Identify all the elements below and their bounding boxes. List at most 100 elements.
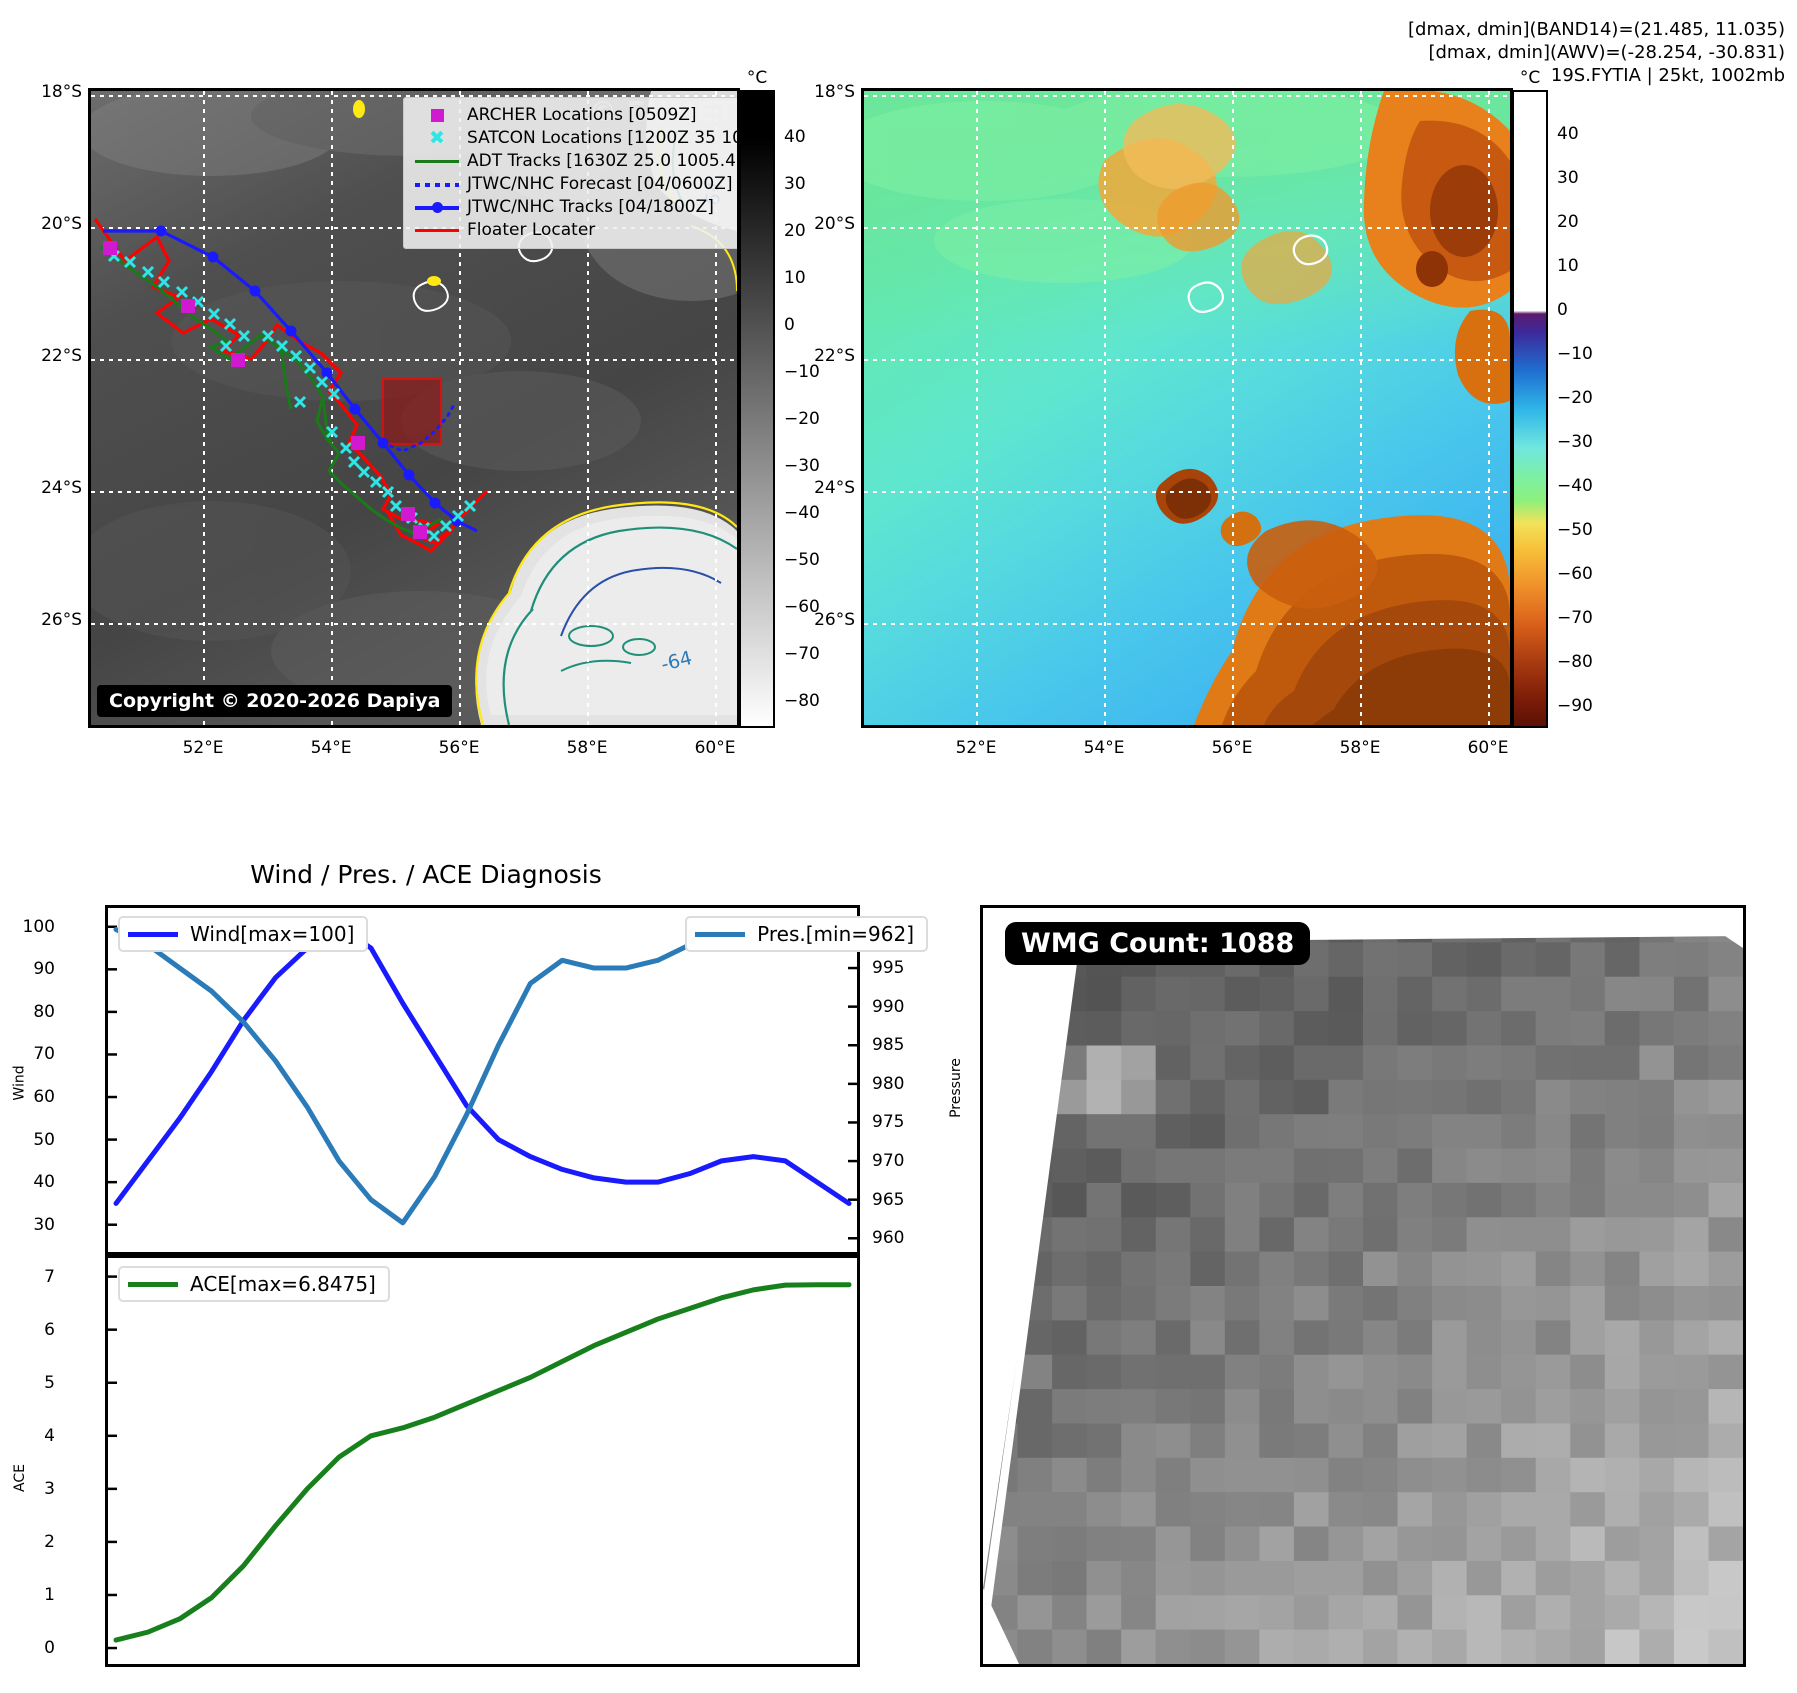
legend-row-adt: ADT Tracks [1630Z 25.0 1005.4] xyxy=(411,150,740,173)
wind-axis-label: Wind xyxy=(11,1065,28,1101)
wmg-panel[interactable]: WMG Count: 1088 xyxy=(980,905,1746,1667)
meta-awv: [dmax, dmin](AWV)=(-28.254, -30.831) xyxy=(1428,42,1785,63)
legend-row-forecast: JTWC/NHC Forecast [04/0600Z] xyxy=(411,173,737,196)
series-pressure xyxy=(113,926,852,1226)
ace-plot xyxy=(108,1275,852,1650)
pressure-legend-label: Pres.[min=962] xyxy=(757,922,914,946)
awv-lat-tick: 24°S xyxy=(814,478,855,498)
ir-colorbar-tick: 20 xyxy=(784,221,806,241)
ir-colorbar xyxy=(739,90,775,728)
ace-tick-label: 0 xyxy=(44,1638,55,1659)
forecast-dotted-icon xyxy=(411,182,463,187)
pressure-tick-label: 995 xyxy=(872,958,905,979)
diagnosis-title: Wind / Pres. / ACE Diagnosis xyxy=(250,860,602,889)
legend-label: ARCHER Locations [0509Z] xyxy=(467,105,697,125)
wind-tick-label: 40 xyxy=(33,1172,55,1193)
wind-tick-label: 100 xyxy=(22,916,55,937)
gridline xyxy=(864,359,1510,361)
legend-label: JTWC/NHC Forecast [04/0600Z] xyxy=(467,174,733,194)
gridline xyxy=(864,95,1510,97)
gridline xyxy=(91,623,737,625)
wind-tick-label: 70 xyxy=(33,1044,55,1065)
pressure-legend: Pres.[min=962] xyxy=(685,916,928,952)
ir-lat-tick: 18°S xyxy=(41,82,82,102)
pressure-tick-label: 960 xyxy=(872,1228,905,1249)
awv-colorbar-unit: °C xyxy=(1519,68,1541,88)
awv-lat-tick: 22°S xyxy=(814,346,855,366)
ir-lon-tick: 60°E xyxy=(694,738,736,758)
wmg-imagery xyxy=(983,908,1743,1664)
wind-legend-swatch xyxy=(128,931,178,937)
gridline xyxy=(864,491,1510,493)
copyright-badge: Copyright © 2020-2026 Dapiya xyxy=(97,685,453,717)
gridline xyxy=(1232,91,1234,725)
wind-legend-label: Wind[max=100] xyxy=(190,922,355,946)
ir-lon-tick: 54°E xyxy=(310,738,352,758)
wind-tick-label: 50 xyxy=(33,1129,55,1150)
awv-map[interactable] xyxy=(861,88,1513,728)
ace-chart[interactable] xyxy=(105,1255,860,1667)
wind-pressure-chart[interactable] xyxy=(105,905,860,1255)
gridline xyxy=(1488,91,1490,725)
metadata-block: [dmax, dmin](BAND14)=(21.485, 11.035) [d… xyxy=(1408,18,1785,87)
gridline xyxy=(715,91,717,725)
ir-colorbar-tick: −70 xyxy=(784,644,820,664)
series-wind xyxy=(113,924,852,1206)
awv-colorbar-tick: 20 xyxy=(1557,212,1579,232)
awv-colorbar-tick: −80 xyxy=(1557,652,1593,672)
ir-floater-map[interactable]: -64 -64 © EUMETSAT 2026 xyxy=(88,88,740,728)
jtwc-forecast xyxy=(381,401,457,453)
legend-label: ADT Tracks [1630Z 25.0 1005.4] xyxy=(467,151,740,171)
adt-line-icon xyxy=(411,160,463,163)
ir-colorbar-tick: 40 xyxy=(784,127,806,147)
ir-lon-tick: 52°E xyxy=(182,738,224,758)
ace-tick-label: 4 xyxy=(44,1425,55,1446)
ir-colorbar-unit: °C xyxy=(746,68,768,88)
awv-colorbar-tick: −60 xyxy=(1557,564,1593,584)
pressure-tick-label: 965 xyxy=(872,1189,905,1210)
ir-colorbar-tick: −40 xyxy=(784,503,820,523)
wind-pressure-plot xyxy=(108,924,857,1240)
gridline xyxy=(91,491,737,493)
gridline xyxy=(91,95,737,97)
ir-lat-tick: 24°S xyxy=(41,478,82,498)
legend-row-floater: Floater Locater xyxy=(411,219,737,242)
ir-lon-tick: 58°E xyxy=(566,738,608,758)
ace-legend-label: ACE[max=6.8475] xyxy=(190,1272,376,1296)
gridline xyxy=(203,91,205,725)
ir-colorbar-tick: 10 xyxy=(784,268,806,288)
awv-lon-tick: 60°E xyxy=(1467,738,1509,758)
ir-lat-tick: 20°S xyxy=(41,214,82,234)
legend-label: SATCON Locations [1200Z 35 1001] xyxy=(467,128,737,148)
awv-lon-tick: 56°E xyxy=(1211,738,1253,758)
ace-tick-label: 2 xyxy=(44,1531,55,1552)
ace-tick-label: 1 xyxy=(44,1584,55,1605)
ir-lat-tick: 22°S xyxy=(41,346,82,366)
ace-tick-label: 5 xyxy=(44,1372,55,1393)
ir-colorbar-tick: −50 xyxy=(784,550,820,570)
awv-colorbar-tick: 0 xyxy=(1557,300,1568,320)
ir-colorbar-tick: −10 xyxy=(784,362,820,382)
wind-tick-label: 30 xyxy=(33,1214,55,1235)
awv-lon-tick: 52°E xyxy=(955,738,997,758)
ir-lat-tick: 26°S xyxy=(41,610,82,630)
awv-colorbar-tick: −10 xyxy=(1557,344,1593,364)
awv-colorbar-tick: −40 xyxy=(1557,476,1593,496)
gridline xyxy=(1104,91,1106,725)
pressure-tick-label: 970 xyxy=(872,1151,905,1172)
awv-colorbar-tick: 40 xyxy=(1557,124,1579,144)
awv-imagery xyxy=(864,91,1510,725)
adt-track xyxy=(100,245,442,535)
awv-lat-tick: 26°S xyxy=(814,610,855,630)
ir-colorbar-tick: −60 xyxy=(784,597,820,617)
awv-lat-tick: 18°S xyxy=(814,82,855,102)
gridline xyxy=(331,91,333,725)
meta-storm: 19S.FYTIA | 25kt, 1002mb xyxy=(1550,65,1785,86)
gridline xyxy=(459,91,461,725)
awv-lat-tick: 20°S xyxy=(814,214,855,234)
awv-colorbar xyxy=(1512,90,1548,728)
pressure-tick-label: 990 xyxy=(872,996,905,1017)
ace-axis-label: ACE xyxy=(11,1464,28,1492)
awv-colorbar-tick: −70 xyxy=(1557,608,1593,628)
pressure-axis-label: Pressure xyxy=(947,1058,964,1118)
